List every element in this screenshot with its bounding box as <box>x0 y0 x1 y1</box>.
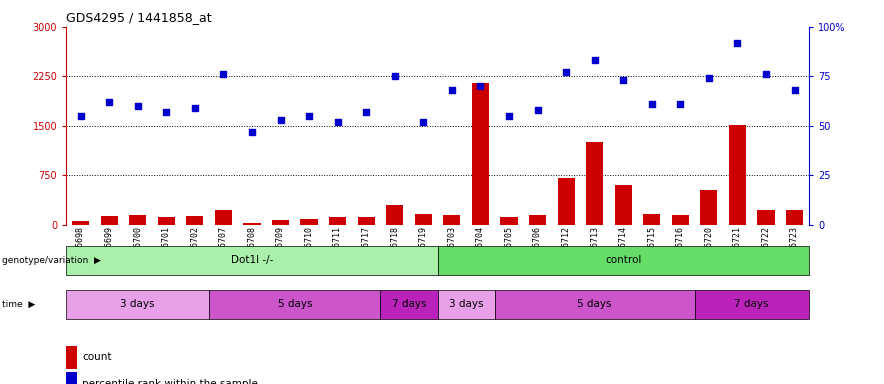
Point <box>302 113 316 119</box>
Bar <box>614 185 632 225</box>
Point <box>588 58 602 64</box>
Point <box>616 77 630 83</box>
Text: 3 days: 3 days <box>449 299 484 310</box>
Point <box>273 117 287 123</box>
Point <box>416 119 431 125</box>
Bar <box>380 290 438 319</box>
Text: 7 days: 7 days <box>392 299 426 310</box>
Point <box>788 87 802 93</box>
Bar <box>72 221 89 225</box>
Bar <box>758 210 774 225</box>
Point <box>702 75 716 81</box>
Text: genotype/variation  ▶: genotype/variation ▶ <box>2 256 101 265</box>
Text: count: count <box>82 352 111 362</box>
Point <box>502 113 516 119</box>
Point <box>245 129 259 135</box>
Bar <box>329 217 347 225</box>
Bar <box>558 178 575 225</box>
Point <box>331 119 345 125</box>
Bar <box>529 215 546 225</box>
Text: percentile rank within the sample: percentile rank within the sample <box>82 379 258 384</box>
Bar <box>272 220 289 225</box>
Text: time  ▶: time ▶ <box>2 300 35 309</box>
Bar <box>700 190 718 225</box>
Bar <box>438 246 809 275</box>
Point <box>217 71 231 78</box>
Bar <box>386 205 403 225</box>
Bar <box>66 290 210 319</box>
Bar <box>472 83 489 225</box>
Text: 5 days: 5 days <box>278 299 312 310</box>
Point <box>187 105 202 111</box>
Point <box>759 71 774 78</box>
Bar <box>157 217 175 225</box>
Bar <box>358 217 375 225</box>
Bar <box>210 290 380 319</box>
Bar <box>495 290 695 319</box>
Bar <box>301 219 317 225</box>
Point <box>644 101 659 107</box>
Text: 7 days: 7 days <box>735 299 769 310</box>
Point <box>159 109 173 115</box>
Bar <box>786 210 804 225</box>
Bar <box>438 290 495 319</box>
Point <box>445 87 459 93</box>
Bar <box>415 214 432 225</box>
Bar <box>644 214 660 225</box>
Bar <box>586 142 603 225</box>
Bar <box>672 215 689 225</box>
Text: 3 days: 3 days <box>120 299 155 310</box>
Point <box>559 69 573 75</box>
Bar <box>443 215 461 225</box>
Point <box>473 83 487 89</box>
Point <box>131 103 145 109</box>
Bar <box>66 246 438 275</box>
Text: 5 days: 5 days <box>577 299 612 310</box>
Point <box>359 109 373 115</box>
Bar <box>215 210 232 225</box>
Bar <box>101 216 118 225</box>
Bar <box>500 217 517 225</box>
Bar <box>187 216 203 225</box>
Text: control: control <box>605 255 642 265</box>
Point <box>530 107 545 113</box>
Bar <box>729 125 746 225</box>
Point <box>730 40 744 46</box>
Point <box>674 101 688 107</box>
Point <box>102 99 116 105</box>
Text: Dot1l -/-: Dot1l -/- <box>231 255 273 265</box>
Point <box>73 113 88 119</box>
Bar <box>129 215 146 225</box>
Bar <box>695 290 809 319</box>
Bar <box>243 223 261 225</box>
Point <box>388 73 402 79</box>
Text: GDS4295 / 1441858_at: GDS4295 / 1441858_at <box>66 11 212 24</box>
